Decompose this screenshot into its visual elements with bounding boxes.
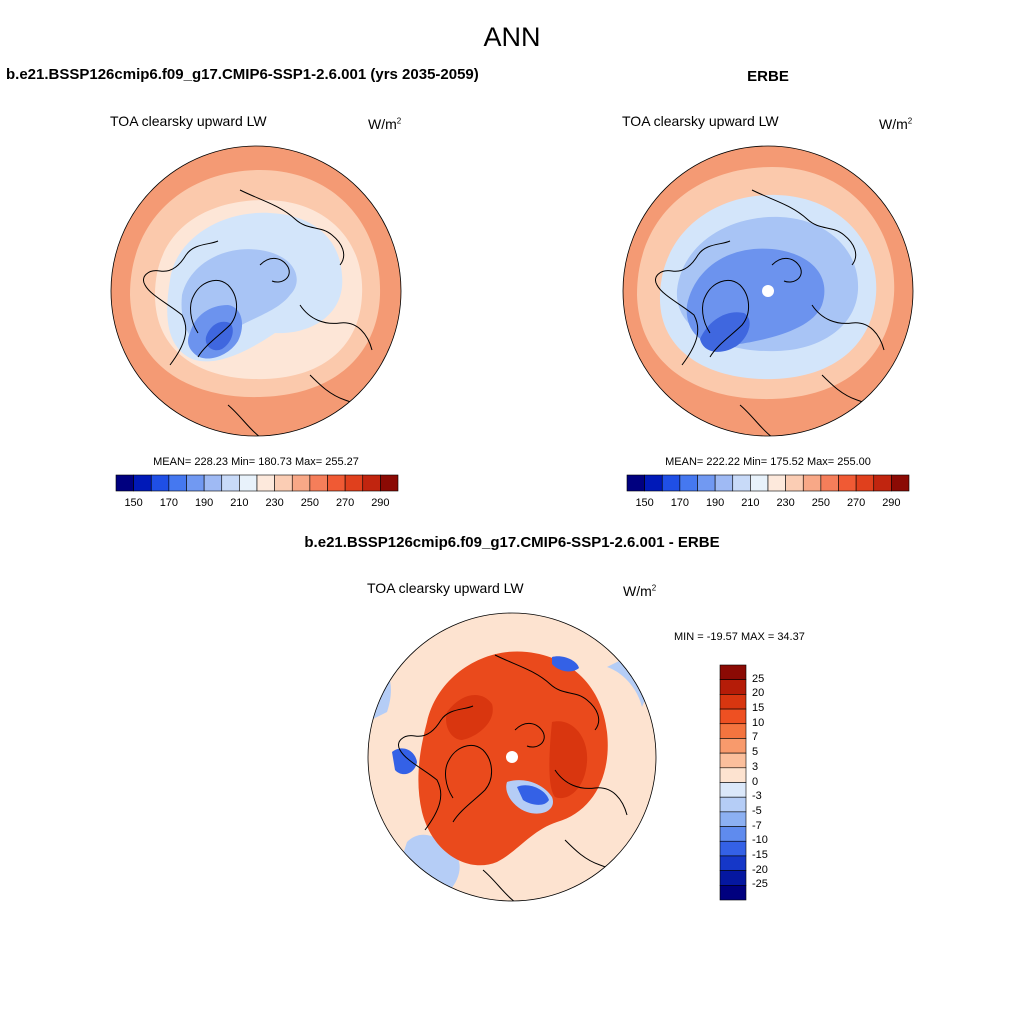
colorbar-swatch: [719, 767, 747, 783]
colorbar-swatch: [873, 474, 892, 492]
colorbar-swatch: [719, 664, 747, 680]
colorbar-swatch: [891, 474, 910, 492]
colorbar-tick-label: 290: [371, 497, 390, 509]
colorbar-swatch: [714, 474, 734, 492]
model-colorbar: [115, 474, 399, 492]
colorbar-tick-label: 230: [265, 497, 284, 509]
colorbar-swatch: [239, 474, 258, 492]
colorbar-swatch: [719, 811, 747, 827]
colorbar-tick-label: 230: [776, 497, 795, 509]
colorbar-tick-label: 20: [752, 687, 765, 700]
colorbar-swatch: [221, 474, 240, 492]
obs-units-label: W/m2: [879, 116, 913, 132]
colorbar-tick-label: 7: [752, 731, 759, 744]
colorbar-tick-label: -20: [752, 863, 768, 876]
colorbar-tick-label: 170: [670, 497, 690, 509]
colorbar-tick-label: -10: [752, 834, 768, 847]
colorbar-swatch: [719, 870, 747, 886]
diff-polar-map: [367, 612, 657, 902]
colorbar-swatch: [719, 855, 747, 871]
colorbar-tick-label: -25: [752, 878, 768, 891]
diff-stats: MIN = -19.57 MAX = 34.37: [674, 631, 805, 643]
colorbar-tick-label: -15: [752, 848, 768, 861]
colorbar-swatch: [626, 474, 645, 492]
colorbar-swatch: [644, 474, 663, 492]
colorbar-tick-label: 10: [752, 716, 765, 729]
colorbar-tick-label: 0: [752, 775, 759, 788]
colorbar-swatch: [855, 474, 875, 492]
colorbar-tick-label: -3: [752, 790, 762, 803]
colorbar-tick-label: 190: [194, 497, 214, 509]
colorbar-tick-label: 270: [846, 497, 866, 509]
obs-polar-map: [622, 145, 914, 437]
season-title: ANN: [483, 22, 541, 52]
obs-stats: MEAN= 222.22 Min= 175.52 Max= 255.00: [665, 456, 871, 468]
obs-case-title: ERBE: [747, 68, 789, 85]
colorbar-swatch: [309, 474, 328, 492]
colorbar-tick-label: 25: [752, 672, 765, 685]
colorbar-swatch: [133, 474, 152, 492]
colorbar-swatch: [719, 752, 747, 769]
colorbar-swatch: [719, 679, 747, 695]
colorbar-swatch: [697, 474, 716, 492]
colorbar-tick-label: 210: [741, 497, 760, 509]
colorbar-swatch: [750, 474, 769, 492]
diff-case-title: b.e21.BSSP126cmip6.f09_g17.CMIP6-SSP1-2.…: [304, 534, 720, 551]
colorbar-swatch: [719, 694, 747, 710]
colorbar-tick-label: 3: [752, 760, 759, 773]
colorbar-tick-label: 270: [335, 497, 355, 509]
colorbar-swatch: [719, 796, 747, 813]
colorbar-swatch: [256, 474, 275, 492]
colorbar-swatch: [168, 474, 187, 492]
colorbar-swatch: [719, 738, 747, 754]
colorbar-swatch: [719, 885, 747, 901]
colorbar-tick-label: 190: [705, 497, 725, 509]
colorbar-swatch: [661, 474, 681, 492]
colorbar-swatch: [203, 474, 223, 492]
colorbar-tick-label: 170: [159, 497, 179, 509]
colorbar-swatch: [719, 782, 747, 798]
diff-colorbar: [719, 664, 747, 901]
colorbar-tick-label: 150: [124, 497, 143, 509]
colorbar-swatch: [719, 826, 747, 842]
model-units-label: W/m2: [368, 116, 402, 132]
model-variable-label: TOA clearsky upward LW: [110, 113, 267, 129]
colorbar-swatch: [327, 474, 346, 492]
obs-variable-label: TOA clearsky upward LW: [622, 113, 779, 129]
diff-units-label: W/m2: [623, 583, 657, 599]
colorbar-swatch: [291, 474, 311, 492]
colorbar-swatch: [719, 840, 747, 857]
colorbar-swatch: [838, 474, 857, 492]
model-case-title: b.e21.BSSP126cmip6.f09_g17.CMIP6-SSP1-2.…: [6, 66, 479, 83]
colorbar-tick-label: -7: [752, 819, 762, 832]
colorbar-swatch: [785, 474, 804, 492]
colorbar-swatch: [802, 474, 822, 492]
colorbar-swatch: [820, 474, 839, 492]
colorbar-tick-label: 250: [811, 497, 831, 509]
model-stats: MEAN= 228.23 Min= 180.73 Max= 255.27: [153, 456, 359, 468]
colorbar-swatch: [362, 474, 381, 492]
colorbar-tick-label: 5: [752, 746, 759, 759]
colorbar-tick-label: 290: [882, 497, 901, 509]
colorbar-swatch: [274, 474, 293, 492]
colorbar-swatch: [767, 474, 786, 492]
model-polar-map: [110, 145, 402, 437]
obs-colorbar: [626, 474, 910, 492]
colorbar-swatch: [380, 474, 399, 492]
colorbar-tick-label: 250: [300, 497, 320, 509]
colorbar-tick-label: -5: [752, 804, 762, 817]
colorbar-swatch: [115, 474, 134, 492]
colorbar-swatch: [679, 474, 698, 492]
colorbar-swatch: [186, 474, 205, 492]
colorbar-swatch: [732, 474, 751, 492]
colorbar-tick-label: 15: [752, 702, 765, 715]
colorbar-swatch: [719, 708, 747, 725]
colorbar-tick-label: 150: [635, 497, 654, 509]
diff-variable-label: TOA clearsky upward LW: [367, 580, 524, 596]
colorbar-swatch: [719, 723, 747, 739]
colorbar-tick-label: 210: [230, 497, 249, 509]
colorbar-swatch: [150, 474, 170, 492]
colorbar-swatch: [344, 474, 364, 492]
